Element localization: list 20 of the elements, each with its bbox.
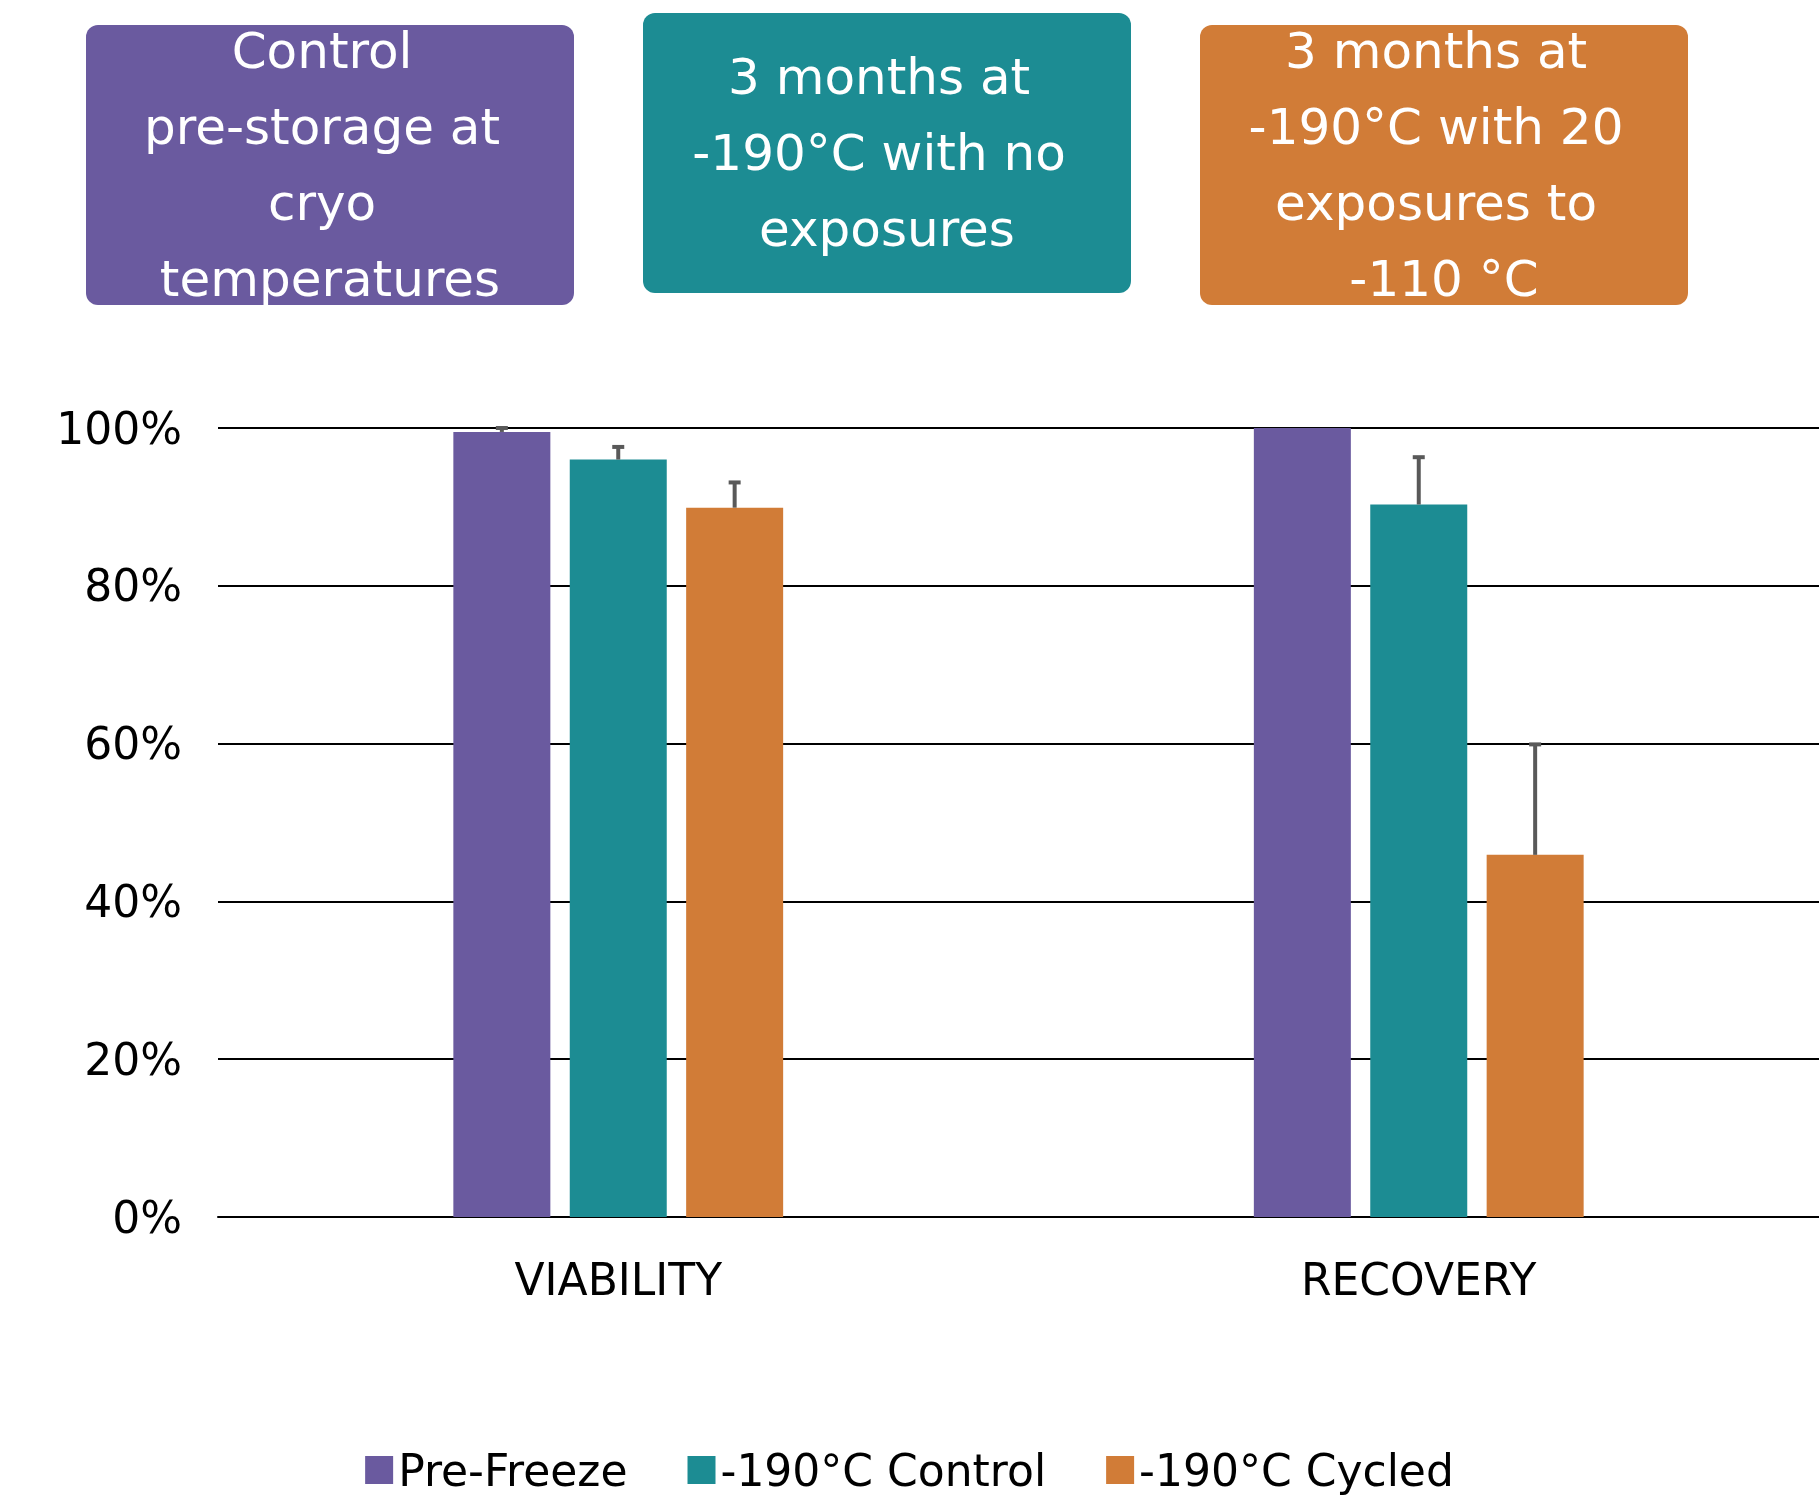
- x-tick-label: RECOVERY: [1301, 1253, 1537, 1305]
- y-tick-label: 100%: [56, 402, 182, 454]
- y-tick-label: 20%: [84, 1033, 182, 1085]
- bar: [1486, 854, 1584, 1217]
- legend-label: Pre-Freeze: [398, 1444, 628, 1496]
- bar: [686, 507, 784, 1217]
- bar: [453, 431, 551, 1217]
- text: 3 months at -190°C with 20 exposures to -110 °C: [1248, 22, 1640, 308]
- legend-label: -190°C Control: [720, 1444, 1047, 1496]
- y-tick-label: 80%: [84, 560, 182, 612]
- text: Control pre-storage at cryo temperatures: [144, 22, 516, 308]
- legend-label: -190°C Cycled: [1139, 1444, 1454, 1496]
- y-tick-label: 0%: [112, 1191, 182, 1243]
- y-tick-label: 60%: [84, 718, 182, 770]
- x-tick-label: VIABILITY: [514, 1253, 723, 1305]
- y-tick-label: 40%: [84, 875, 182, 927]
- bar: [1253, 428, 1351, 1217]
- bar: [1370, 504, 1468, 1217]
- bar: [569, 459, 667, 1217]
- text: 3 months at -190°C with no exposures: [692, 48, 1082, 258]
